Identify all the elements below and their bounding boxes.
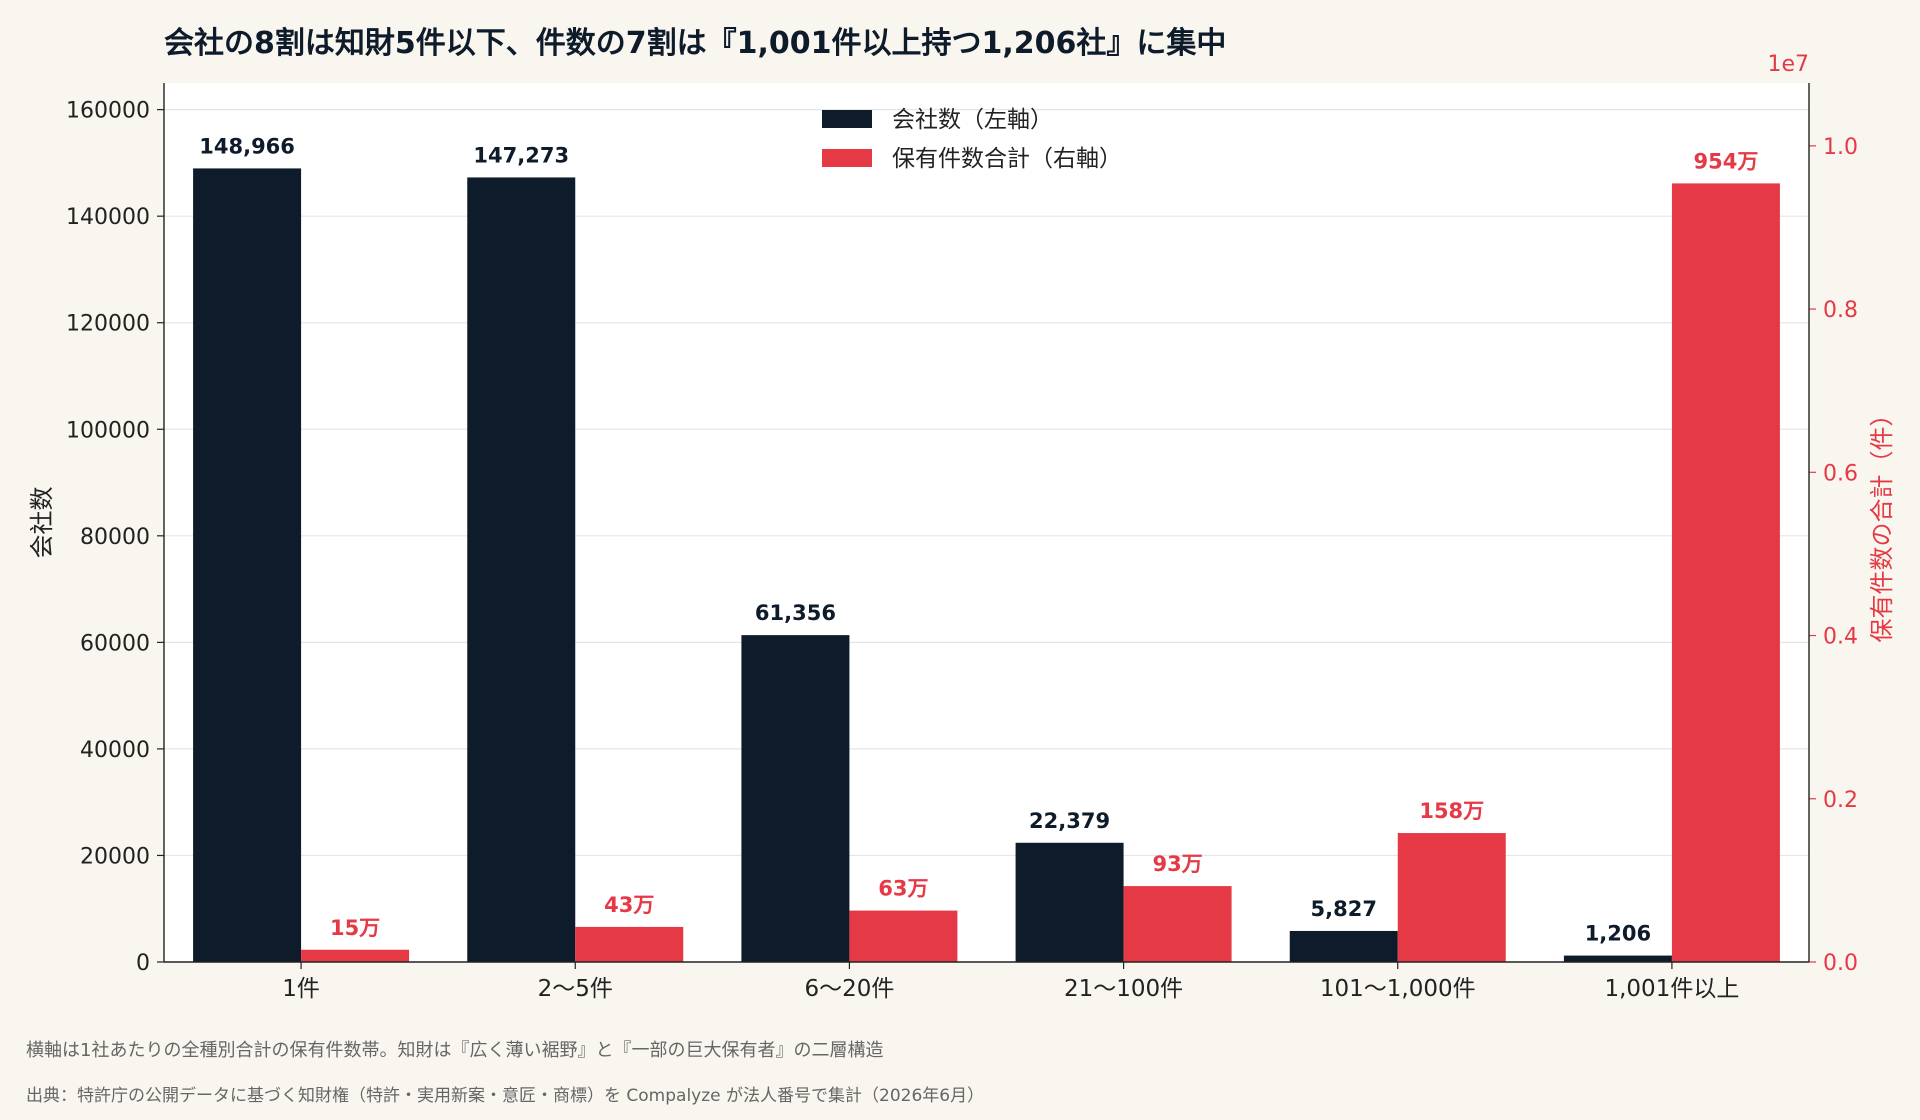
data-label-company-count: 5,827 (1311, 897, 1377, 921)
data-label-holdings-total: 63万 (878, 877, 928, 901)
plot-background (164, 83, 1809, 962)
left-tick-label: 160000 (66, 99, 150, 124)
bar-holdings-total (575, 926, 684, 962)
left-tick-label: 60000 (80, 631, 150, 656)
data-label-company-count: 22,379 (1029, 809, 1110, 833)
legend: 会社数（左軸） 保有件数合計（右軸） (822, 107, 1122, 172)
right-tick-label: 1.0 (1823, 135, 1858, 160)
grid-lines (164, 83, 1809, 962)
legend-label: 会社数（左軸） (892, 107, 1053, 133)
bar-holdings-total (849, 910, 958, 962)
chart-title: 会社の8割は知財5件以下、件数の7割は『1,001件以上持つ1,206社』に集中 (164, 26, 1227, 61)
left-tick-label: 40000 (80, 738, 150, 763)
bar-company-count (193, 168, 302, 963)
left-tick-label: 140000 (66, 205, 150, 230)
data-label-company-count: 1,206 (1585, 922, 1651, 946)
data-label-company-count: 147,273 (473, 143, 569, 167)
x-tick-label: 21〜100件 (1064, 976, 1183, 1002)
left-tick-label: 80000 (80, 525, 150, 550)
axes: 0 20000 40000 60000 80000 100000 120000 140000 1… (28, 52, 1896, 1002)
data-label-company-count: 148,966 (199, 134, 295, 158)
x-tick-label: 1件 (282, 976, 320, 1002)
left-tick-label: 100000 (66, 418, 150, 443)
legend-label: 保有件数合計（右軸） (892, 146, 1122, 172)
data-label-holdings-total: 43万 (604, 893, 654, 917)
chart-caption: 横軸は1社あたりの全種別合計の保有件数帯。知財は『広く薄い裾野』と『一部の巨大保… (26, 1040, 884, 1061)
x-tick-label: 1,001件以上 (1604, 976, 1739, 1002)
right-tick-label: 0.0 (1823, 951, 1858, 976)
bars: 148,966 15万 147,273 43万 61,356 63万 22,379 93万 5,… (193, 134, 1780, 963)
source-note: 出典：特許庁の公開データに基づく知財権（特許・実用新案・意匠・商標）を Comp… (26, 1086, 985, 1106)
right-tick-label: 0.4 (1823, 625, 1858, 650)
data-label-holdings-total: 158万 (1419, 799, 1484, 823)
data-label-company-count: 61,356 (755, 601, 836, 625)
legend-swatch (822, 149, 872, 167)
data-label-holdings-total: 15万 (330, 916, 380, 940)
x-tick-label: 2〜5件 (538, 976, 613, 1002)
bar-company-count (1015, 842, 1124, 962)
right-offset-text: 1e7 (1767, 52, 1809, 77)
x-tick-label: 101〜1,000件 (1320, 976, 1476, 1002)
data-label-holdings-total: 954万 (1693, 149, 1758, 173)
bar-holdings-total (301, 949, 410, 962)
right-tick-label: 0.2 (1823, 788, 1858, 813)
bar-holdings-total (1123, 886, 1232, 962)
chart-area: 148,966 15万 147,273 43万 61,356 63万 22,379 93万 5,… (28, 52, 1896, 1002)
x-tick-label: 6〜20件 (804, 976, 894, 1002)
data-label-holdings-total: 93万 (1152, 852, 1202, 876)
bar-company-count (1289, 930, 1398, 962)
legend-swatch (822, 110, 872, 128)
left-tick-label: 0 (136, 951, 150, 976)
bar-holdings-total (1671, 183, 1780, 962)
bar-company-count (741, 635, 850, 962)
bar-company-count (467, 177, 576, 962)
right-tick-label: 0.8 (1823, 298, 1858, 323)
right-tick-label: 0.6 (1823, 461, 1858, 486)
left-axis-label: 会社数 (28, 487, 56, 559)
left-tick-label: 20000 (80, 844, 150, 869)
bar-company-count (1563, 955, 1672, 962)
bar-holdings-total (1397, 833, 1506, 962)
left-tick-label: 120000 (66, 312, 150, 337)
right-axis-label: 保有件数の合計（件） (1868, 403, 1896, 643)
